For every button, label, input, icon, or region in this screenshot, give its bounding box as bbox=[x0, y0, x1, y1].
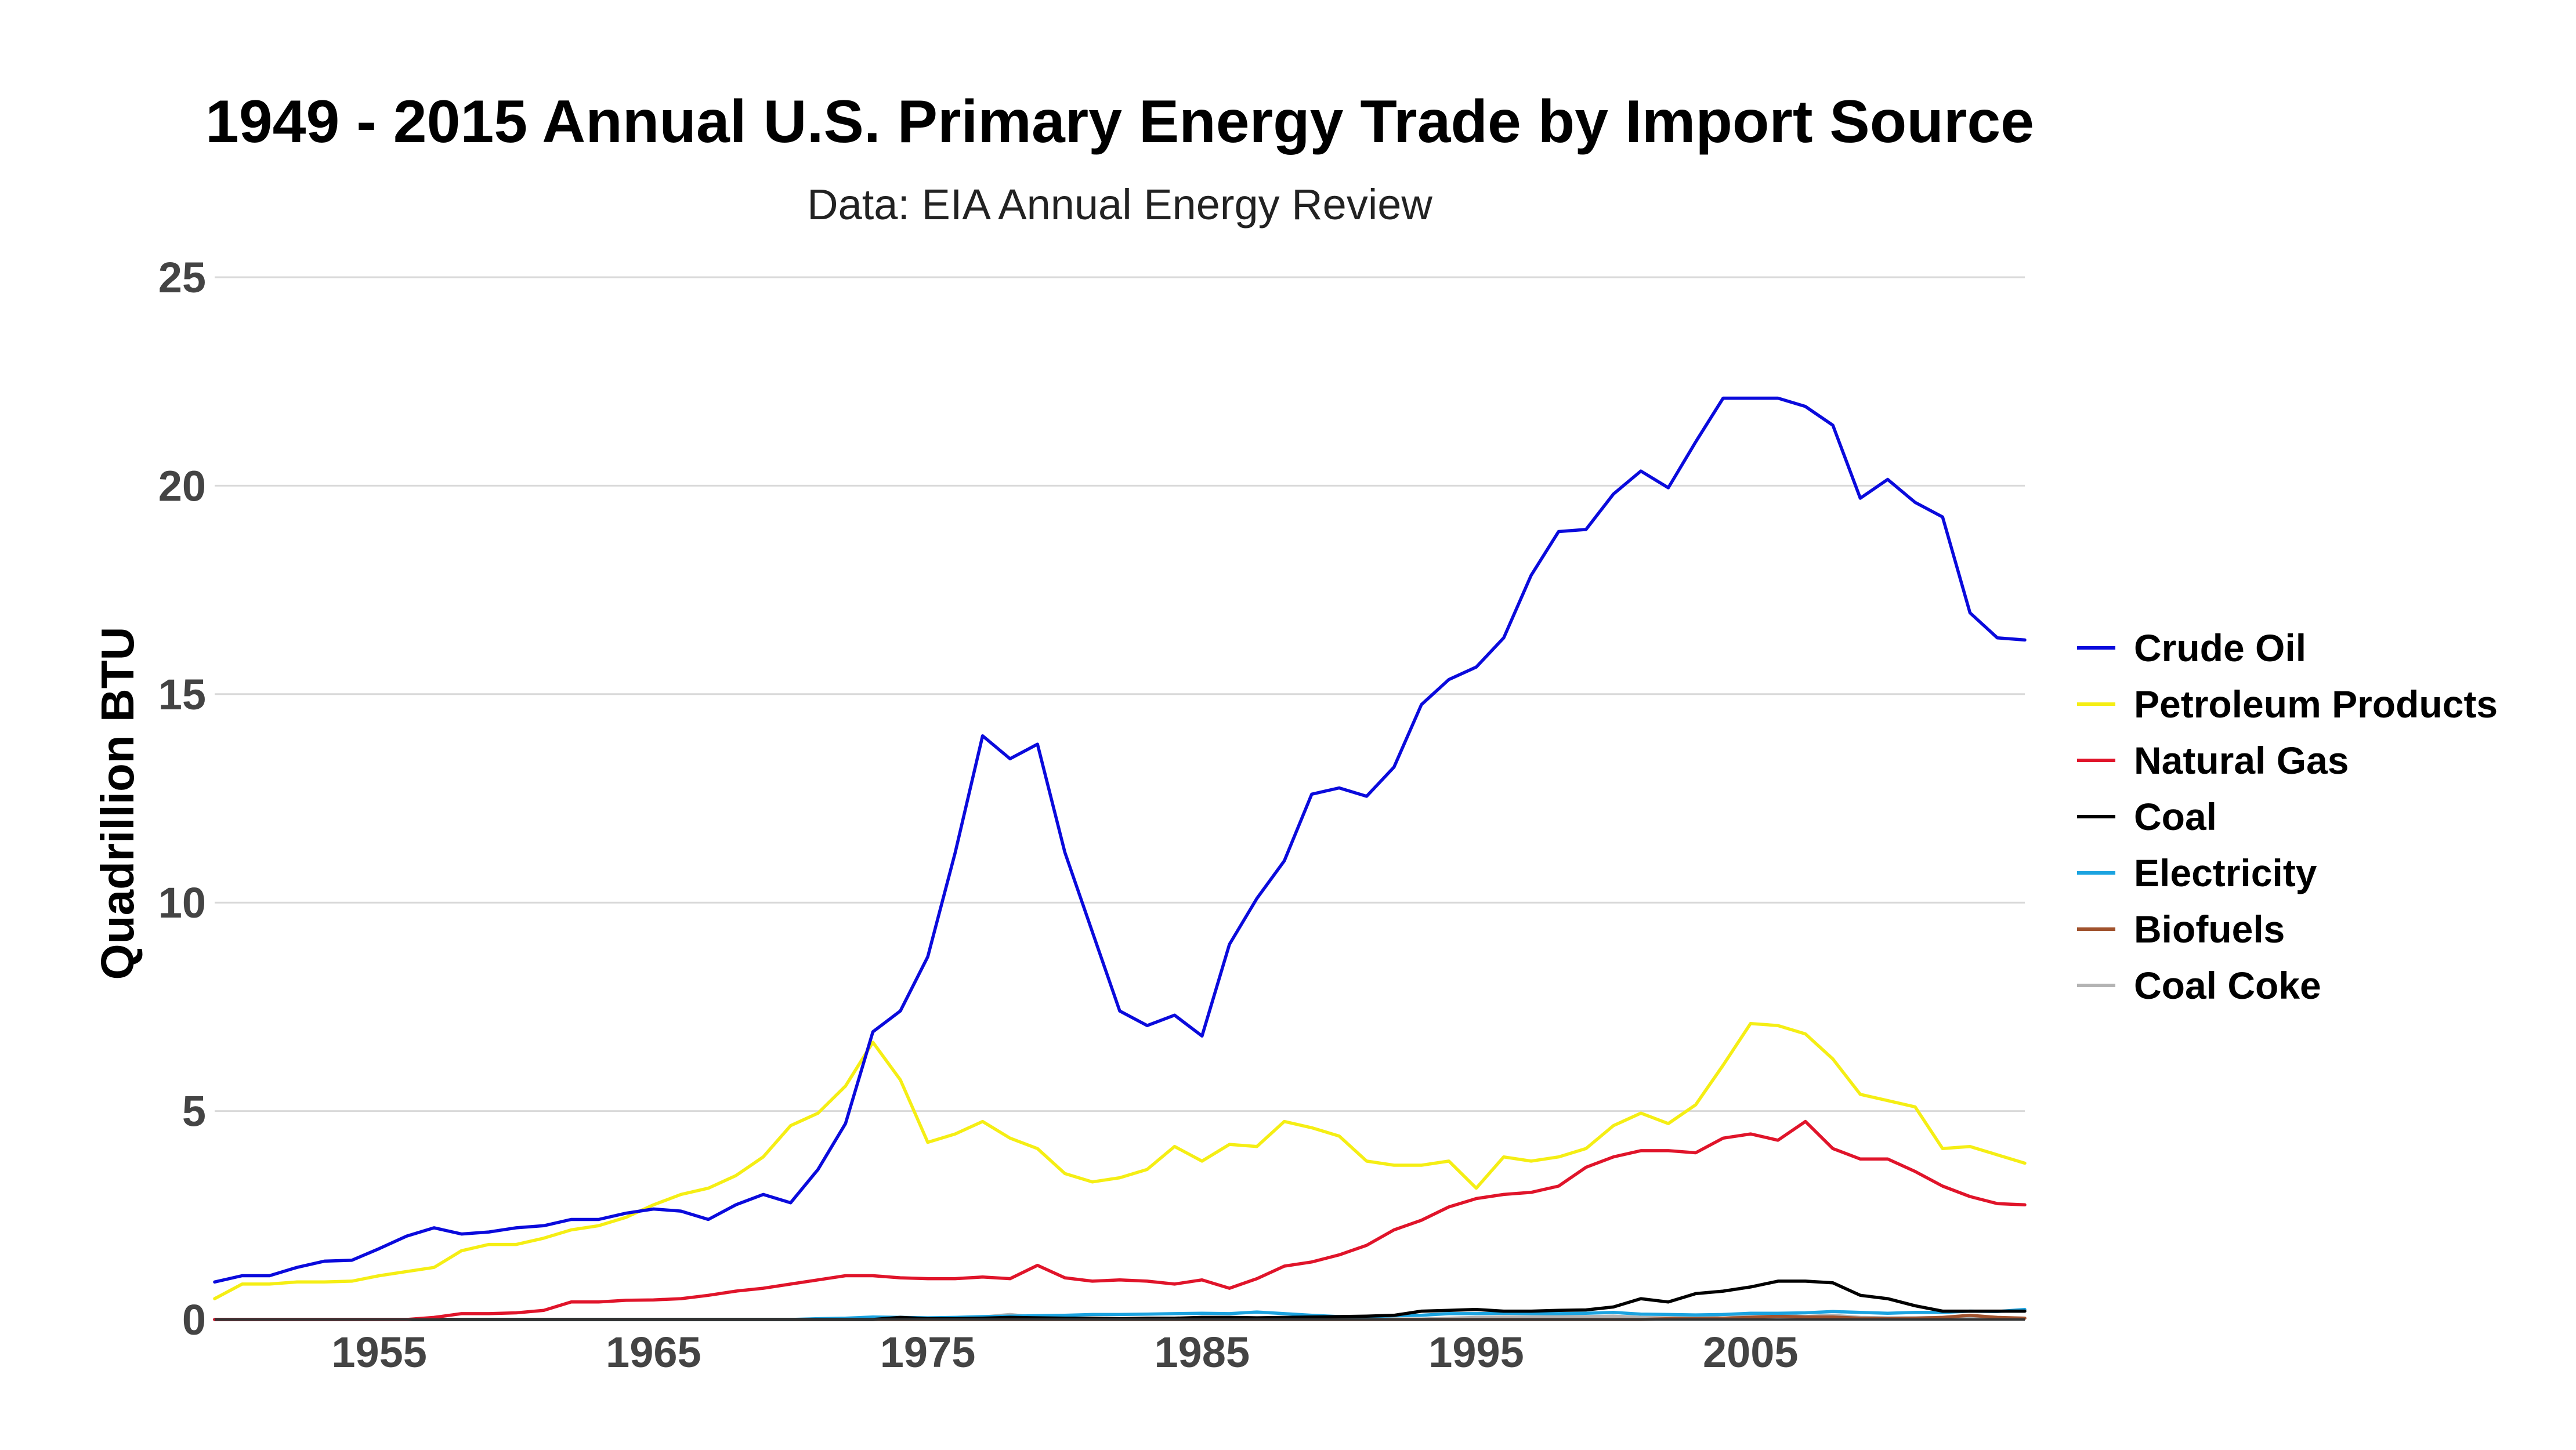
x-tick-label: 1985 bbox=[1155, 1328, 1250, 1376]
legend-item-natural-gas: Natural Gas bbox=[2077, 739, 2349, 782]
series-line-petroleum-products bbox=[213, 1021, 2027, 1300]
legend-item-coal-coke: Coal Coke bbox=[2077, 964, 2321, 1007]
legend-label: Crude Oil bbox=[2134, 626, 2306, 669]
y-tick-label: 25 bbox=[158, 253, 206, 302]
legend-label: Natural Gas bbox=[2134, 739, 2349, 782]
y-tick-label: 15 bbox=[158, 670, 206, 719]
legend-item-coal: Coal bbox=[2077, 795, 2217, 838]
chart-title: 1949 - 2015 Annual U.S. Primary Energy T… bbox=[205, 88, 2034, 155]
y-tick-label: 20 bbox=[158, 462, 206, 510]
legend-label: Coal bbox=[2134, 795, 2217, 838]
legend-label: Electricity bbox=[2134, 851, 2317, 894]
x-tick-label: 1995 bbox=[1428, 1328, 1524, 1376]
y-tick-label: 0 bbox=[182, 1296, 206, 1344]
gridlines bbox=[215, 276, 2025, 1112]
legend-item-petroleum-products: Petroleum Products bbox=[2077, 683, 2498, 726]
legend-item-crude-oil: Crude Oil bbox=[2077, 626, 2306, 669]
x-tick-label: 1975 bbox=[880, 1328, 976, 1376]
legend: Crude Oil Petroleum Products Natural Gas Co… bbox=[2077, 626, 2498, 1007]
y-tick-label: 5 bbox=[182, 1088, 206, 1136]
x-axis-tick-labels: 1955 1965 1975 1985 1995 2005 bbox=[331, 1328, 1798, 1376]
x-tick-label: 2005 bbox=[1703, 1328, 1799, 1376]
legend-label: Biofuels bbox=[2134, 908, 2285, 951]
y-axis-tick-labels: 0 5 10 15 20 25 bbox=[158, 253, 206, 1344]
y-axis-label: Quadrillion BTU bbox=[92, 627, 143, 980]
chart-subtitle: Data: EIA Annual Energy Review bbox=[807, 180, 1432, 229]
legend-item-biofuels: Biofuels bbox=[2077, 908, 2285, 951]
series-line-natural-gas bbox=[213, 1119, 2027, 1321]
legend-item-electricity: Electricity bbox=[2077, 851, 2317, 894]
legend-label: Petroleum Products bbox=[2134, 683, 2498, 726]
legend-label: Coal Coke bbox=[2134, 964, 2321, 1007]
x-tick-label: 1955 bbox=[331, 1328, 427, 1376]
series-line-crude-oil bbox=[213, 396, 2027, 1284]
x-tick-label: 1965 bbox=[606, 1328, 701, 1376]
y-tick-label: 10 bbox=[158, 879, 206, 927]
